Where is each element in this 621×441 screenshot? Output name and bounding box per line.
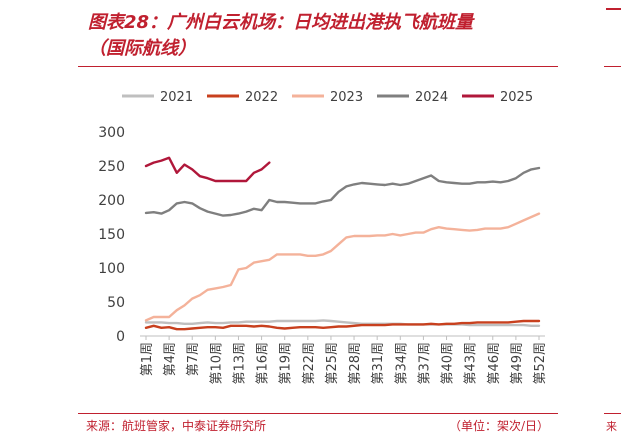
x-tick-label: 第37周 (417, 342, 432, 385)
series-line-2025 (144, 156, 271, 183)
x-tick-label: 第34周 (394, 342, 409, 385)
x-tick-label: 第10周 (209, 342, 224, 385)
x-tick-label: 第46周 (487, 342, 502, 385)
title-line-1: 图表28：广州白云机场：日均进出港执飞航班量 (88, 12, 474, 33)
chart-title: 图表28：广州白云机场：日均进出港执飞航班量 （国际航线） (88, 10, 588, 62)
legend-label-2021: 2021 (160, 90, 193, 105)
title-line-2: （国际航线） (88, 38, 196, 59)
y-tick-label: 150 (98, 227, 125, 243)
adjacent-panel-divider (604, 66, 621, 67)
x-tick-label: 第49周 (510, 342, 525, 385)
x-tick-label: 第1周 (140, 342, 155, 376)
y-tick-label: 0 (116, 329, 125, 345)
source-note: 来源：航班管家，中泰证券研究所 (86, 419, 267, 433)
y-tick-label: 200 (98, 193, 125, 209)
x-tick-label: 第40周 (441, 342, 456, 385)
adjacent-source-fragment: 来 (606, 420, 617, 433)
legend-label-2024: 2024 (415, 90, 448, 105)
top-divider (78, 66, 558, 67)
x-tick-label: 第25周 (325, 342, 340, 385)
series-line-2021 (144, 319, 541, 327)
adjacent-panel-mark (606, 8, 621, 10)
x-tick-label: 第7周 (186, 342, 201, 376)
y-tick-label: 300 (98, 125, 125, 141)
series-line-2023 (144, 212, 541, 322)
y-tick-label: 100 (98, 261, 125, 277)
legend-label-2022: 2022 (245, 90, 278, 105)
unit-note: （单位：架次/日） (448, 419, 549, 433)
x-tick-label: 第19周 (279, 342, 294, 385)
series-line-2024 (144, 166, 541, 217)
legend-label-2025: 2025 (500, 90, 533, 105)
x-tick-label: 第16周 (256, 342, 271, 385)
y-tick-label: 250 (98, 159, 125, 175)
series-line-2022 (144, 319, 541, 331)
adjacent-bottom-divider (604, 413, 621, 414)
x-tick-label: 第43周 (464, 342, 479, 385)
x-tick-label: 第28周 (348, 342, 363, 385)
x-tick-label: 第4周 (163, 342, 178, 376)
legend-label-2023: 2023 (330, 90, 363, 105)
x-tick-label: 第22周 (302, 342, 317, 385)
x-tick-label: 第52周 (533, 342, 548, 385)
y-tick-label: 50 (107, 295, 125, 311)
x-tick-label: 第13周 (232, 342, 247, 385)
x-tick-label: 第31周 (371, 342, 386, 385)
bottom-divider (78, 413, 558, 414)
